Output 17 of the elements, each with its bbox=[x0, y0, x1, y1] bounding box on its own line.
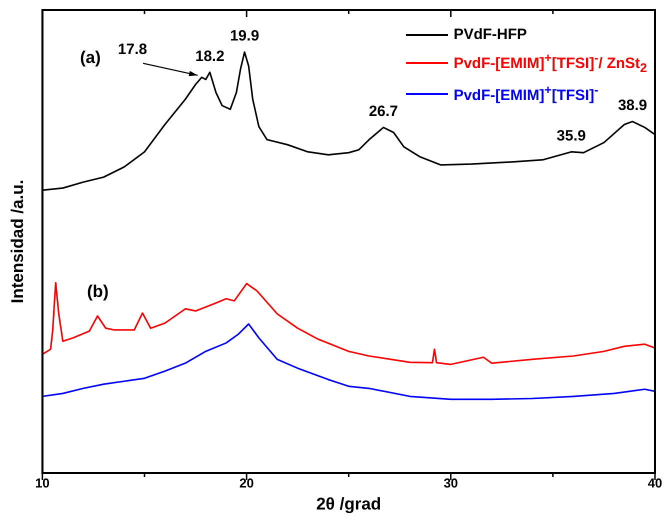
y-axis-title: Intensidad /a.u. bbox=[8, 180, 27, 304]
x-tick-label: 20 bbox=[239, 475, 254, 490]
annotation: 18.2 bbox=[195, 48, 224, 65]
annotation: 38.9 bbox=[618, 97, 648, 114]
annotation: (a) bbox=[80, 48, 101, 68]
legend-label: PVdF-HFP bbox=[454, 26, 527, 43]
annotation: 17.8 bbox=[118, 40, 148, 58]
annotation: (b) bbox=[87, 282, 109, 302]
x-tick-label: 30 bbox=[444, 475, 458, 490]
annotation: 35.9 bbox=[556, 127, 586, 144]
annotation: 19.9 bbox=[230, 28, 260, 45]
x-tick-label: 40 bbox=[648, 475, 662, 490]
legend-label: PvdF-[EMIM]$^{+}$[TFSI]$^{-}$ bbox=[454, 83, 598, 104]
x-tick-label: 10 bbox=[35, 475, 50, 490]
legend-label: PvdF-[EMIM]$^{+}$[TFSI]$^{-}$/ ZnSt$_{2}$ bbox=[454, 51, 647, 75]
annotation: 26.7 bbox=[368, 103, 398, 120]
x-axis-title: 2θ /grad bbox=[316, 494, 382, 514]
